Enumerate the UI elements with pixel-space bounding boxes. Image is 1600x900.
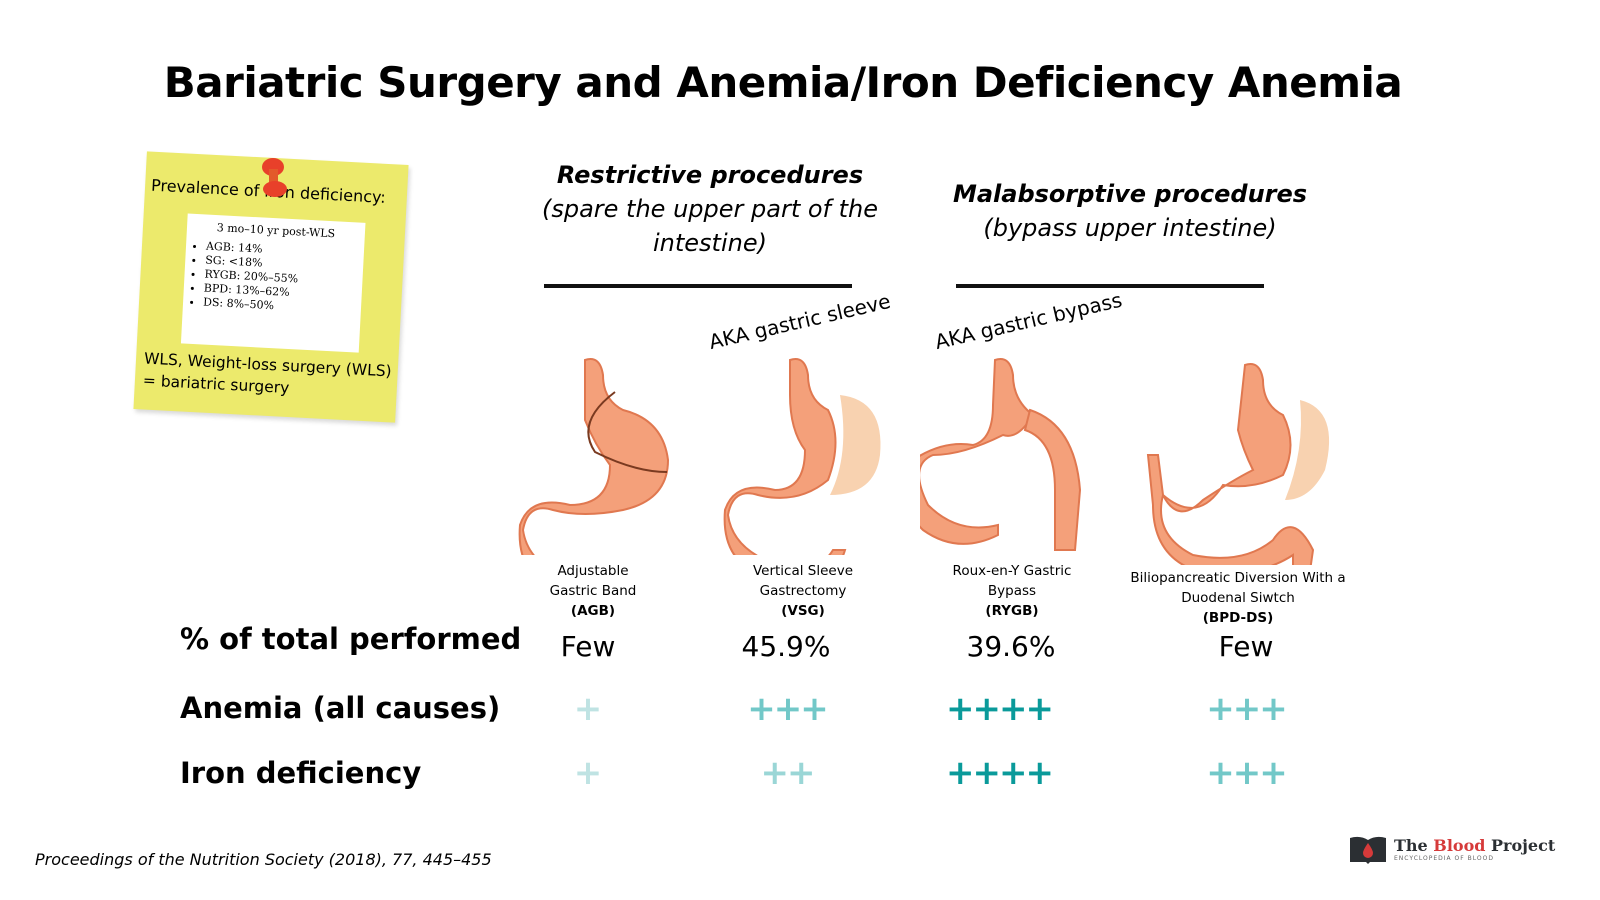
aka-sleeve: AKA gastric sleeve bbox=[706, 288, 893, 354]
anemia-rating: +++ bbox=[747, 689, 828, 729]
blood-project-logo: The Blood Project ENCYCLOPEDIA OF BLOOD bbox=[1348, 834, 1555, 864]
procedure-abbr: (BPD-DS) bbox=[1202, 610, 1274, 626]
anemia-rating: +++ bbox=[1206, 689, 1287, 729]
anemia-rating: ++++ bbox=[946, 689, 1054, 729]
book-drop-icon bbox=[1350, 836, 1386, 864]
row-label-anemia: Anemia (all causes) bbox=[180, 691, 501, 725]
note-subheading: 3 mo–10 yr post-WLS bbox=[216, 221, 336, 241]
divider bbox=[544, 284, 852, 288]
row-label-percent: % of total performed bbox=[180, 622, 522, 656]
procedure-abbr: (RYGB) bbox=[985, 603, 1039, 619]
procedure-caption: Roux-en-Y Gastric Bypass (RYGB) bbox=[882, 561, 1142, 621]
percent-vsg: 45.9% bbox=[741, 630, 831, 663]
procedure-caption: Vertical Sleeve Gastrectomy (VSG) bbox=[673, 561, 933, 621]
procedure-caption: Adjustable Gastric Band (AGB) bbox=[463, 561, 723, 621]
anemia-rating: + bbox=[573, 689, 603, 729]
citation: Proceedings of the Nutrition Society (20… bbox=[35, 850, 492, 869]
divider bbox=[956, 284, 1264, 288]
iron-rating: ++ bbox=[760, 753, 816, 793]
procedure-abbr: (VSG) bbox=[781, 603, 825, 619]
procedure-name: Biliopancreatic Diversion With a Duodena… bbox=[1130, 570, 1346, 606]
stomach-agb-illustration bbox=[518, 358, 670, 555]
group-title: Restrictive procedures bbox=[556, 161, 864, 189]
procedure-name: Adjustable Gastric Band bbox=[549, 563, 637, 599]
row-label-iron: Iron deficiency bbox=[180, 756, 422, 790]
logo-project: Project bbox=[1485, 836, 1556, 855]
percent-agb: Few bbox=[560, 630, 616, 663]
group-title: Malabsorptive procedures bbox=[952, 180, 1308, 208]
group-subtitle: (spare the upper part of the intestine) bbox=[541, 195, 879, 257]
page-title: Bariatric Surgery and Anemia/Iron Defici… bbox=[163, 58, 1403, 107]
group-malabsorptive: Malabsorptive procedures (bypass upper i… bbox=[940, 177, 1320, 245]
procedure-caption: Biliopancreatic Diversion With a Duodena… bbox=[1108, 568, 1368, 628]
logo-the: The bbox=[1394, 836, 1434, 855]
note-footer: WLS, Weight-loss surgery (WLS) = bariatr… bbox=[142, 349, 393, 398]
iron-rating: + bbox=[573, 753, 603, 793]
aka-bypass: AKA gastric bypass bbox=[932, 287, 1125, 354]
pushpin-icon bbox=[262, 158, 287, 197]
iron-rating: ++++ bbox=[946, 753, 1054, 793]
stomach-vsg-illustration bbox=[723, 358, 881, 555]
group-subtitle: (bypass upper intestine) bbox=[983, 214, 1277, 242]
logo-tagline: ENCYCLOPEDIA OF BLOOD bbox=[1394, 855, 1494, 862]
group-restrictive: Restrictive procedures (spare the upper … bbox=[520, 158, 900, 260]
stomach-bpd-ds-illustration bbox=[1146, 363, 1330, 565]
logo-blood: Blood bbox=[1433, 836, 1486, 855]
percent-bpd-ds: Few bbox=[1218, 630, 1274, 663]
procedure-name: Roux-en-Y Gastric Bypass bbox=[952, 563, 1072, 599]
note-box: 3 mo–10 yr post-WLS AGB: 14% SG: <18% RY… bbox=[180, 213, 366, 353]
percent-rygb: 39.6% bbox=[966, 630, 1056, 663]
procedure-name: Vertical Sleeve Gastrectomy bbox=[752, 563, 854, 599]
stomach-rygb-illustration bbox=[920, 358, 1082, 551]
iron-rating: +++ bbox=[1206, 753, 1287, 793]
procedure-abbr: (AGB) bbox=[570, 603, 616, 619]
